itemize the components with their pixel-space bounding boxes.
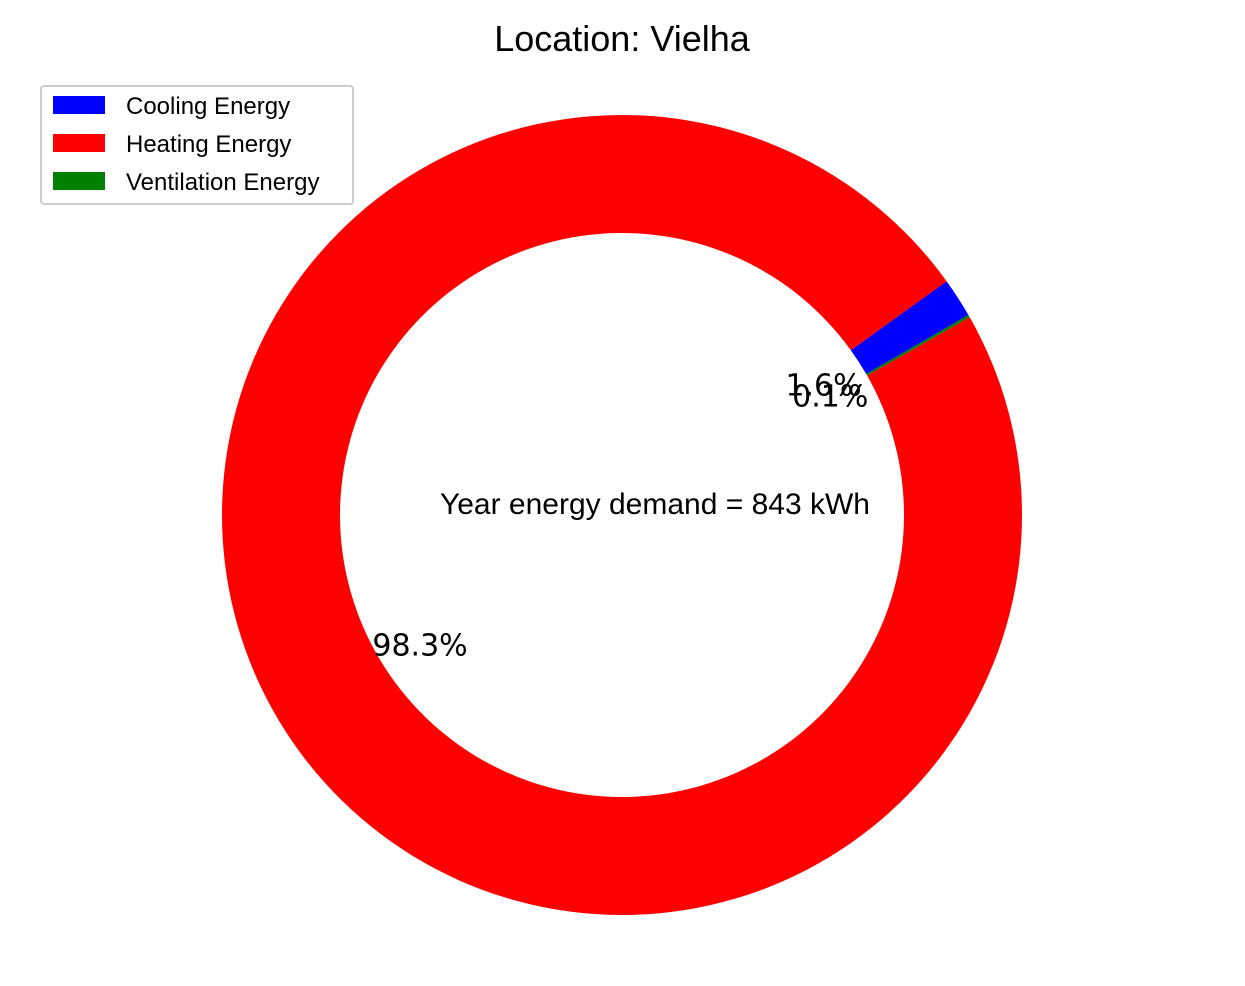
slice-ventilation-energy (866, 315, 970, 376)
pct-label-ventilation-energy: 0.1% (792, 380, 868, 415)
legend-swatch-cooling-energy (53, 96, 105, 114)
center-label: Year energy demand = 843 kWh (440, 488, 870, 521)
slice-cooling-energy (850, 281, 969, 374)
slice-heating-energy (222, 115, 1023, 916)
legend-label-cooling-energy: Cooling Energy (126, 93, 290, 120)
legend-swatch-ventilation-energy (53, 172, 105, 190)
legend-label-ventilation-energy: Ventilation Energy (126, 169, 319, 196)
donut-slices (222, 115, 1023, 916)
percent-labels: 1.6% 98.3% 0.1% (372, 369, 868, 664)
chart-title: Location: Vielha (494, 18, 751, 59)
pct-label-cooling-energy: 1.6% (785, 369, 861, 404)
legend-label-heating-energy: Heating Energy (126, 131, 291, 158)
legend: Cooling Energy Heating Energy Ventilation … (40, 85, 354, 205)
legend-swatch-heating-energy (53, 134, 105, 152)
legend-frame (40, 85, 354, 205)
pct-label-heating-energy: 98.3% (372, 629, 467, 664)
